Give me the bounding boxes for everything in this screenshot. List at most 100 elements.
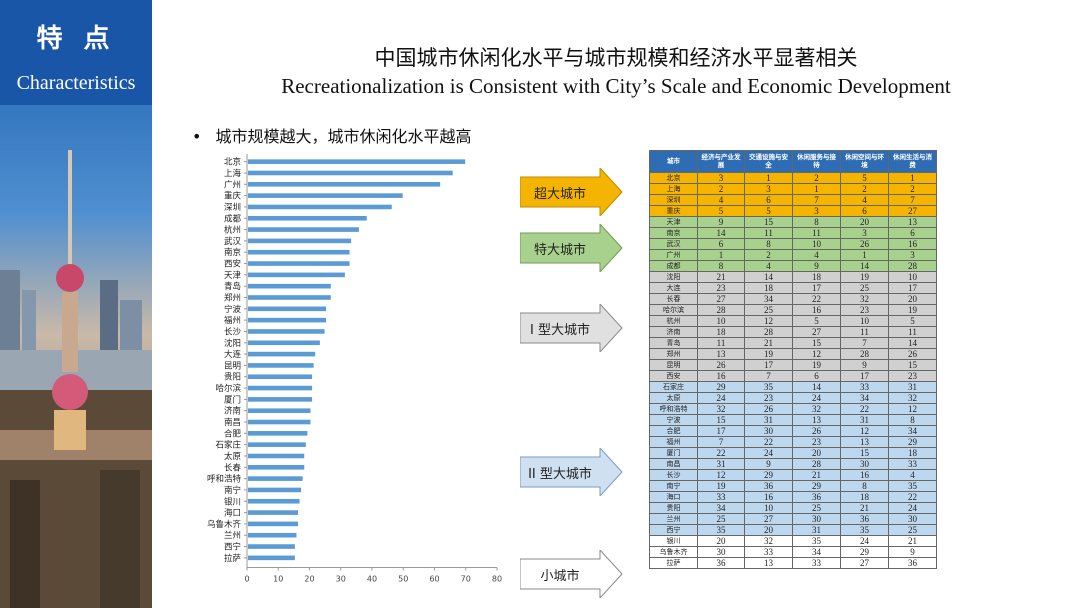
rank-cell: 11 <box>888 326 937 338</box>
rank-cell: 15 <box>888 359 937 371</box>
bar <box>248 238 352 244</box>
city-cell: 石家庄 <box>649 381 698 393</box>
bar <box>248 295 331 300</box>
rank-cell: 35 <box>840 524 889 536</box>
rank-cell: 26 <box>888 348 937 360</box>
bar <box>248 431 308 436</box>
rank-cell: 23 <box>840 304 889 316</box>
rank-cell: 21 <box>792 469 841 481</box>
rank-cell: 5 <box>792 315 841 327</box>
city-cell: 重庆 <box>649 205 698 217</box>
table-row: 乌鲁木齐 30 33 34 29 9 <box>649 546 937 558</box>
city-cell: 沈阳 <box>649 271 698 283</box>
x-tick-label: 40 <box>367 575 377 584</box>
table-row: 长沙 12 29 21 16 4 <box>649 469 937 481</box>
rank-cell: 26 <box>792 425 841 437</box>
rank-cell: 31 <box>744 414 793 426</box>
rank-cell: 4 <box>888 469 937 481</box>
y-tick-label: 西安 <box>224 259 241 270</box>
y-tick-label: 厦门 <box>224 394 241 405</box>
rank-cell: 10 <box>697 315 745 327</box>
y-tick-label: 呼和浩特 <box>207 474 242 485</box>
bar <box>248 329 325 334</box>
rank-cell: 17 <box>840 370 889 382</box>
rank-cell: 1 <box>697 249 745 261</box>
rank-cell: 28 <box>888 260 937 272</box>
city-cell: 厦门 <box>649 447 698 459</box>
y-tick-label: 昆明 <box>224 361 241 371</box>
table-row: 大连 23 18 17 25 17 <box>649 282 937 294</box>
rank-cell: 33 <box>840 381 889 393</box>
rank-cell: 33 <box>888 458 937 470</box>
rank-cell: 18 <box>888 447 937 459</box>
rank-cell: 10 <box>840 315 889 327</box>
rank-cell: 22 <box>697 447 745 459</box>
y-tick-label: 杭州 <box>224 225 241 236</box>
rank-cell: 6 <box>697 238 745 250</box>
rank-cell: 6 <box>840 205 889 217</box>
city-cell: 南昌 <box>649 458 698 470</box>
rank-cell: 25 <box>792 502 841 514</box>
y-tick-label: 长春 <box>224 462 242 473</box>
column-header: 休闲服务与接待 <box>792 150 841 173</box>
rank-cell: 32 <box>697 403 745 415</box>
x-tick-label: 70 <box>461 575 471 584</box>
y-tick-label: 青岛 <box>224 281 241 292</box>
rank-cell: 31 <box>888 381 937 393</box>
rank-cell: 26 <box>744 403 793 415</box>
table-row: 拉萨 36 13 33 27 36 <box>649 557 937 569</box>
y-tick-label: 北京 <box>224 157 241 168</box>
rank-cell: 21 <box>840 502 889 514</box>
rank-cell: 6 <box>792 370 841 382</box>
y-tick-label: 深圳 <box>224 202 241 213</box>
city-cell: 兰州 <box>649 513 698 525</box>
y-tick-label: 哈尔滨 <box>215 383 241 394</box>
bar <box>248 408 311 413</box>
rank-cell: 12 <box>840 425 889 437</box>
side-title-cn: 特 点 <box>36 24 116 54</box>
city-cell: 贵阳 <box>649 502 698 514</box>
city-cell: 深圳 <box>649 194 698 206</box>
column-header: 休闲生活与消费 <box>888 150 937 173</box>
y-tick-label: 大连 <box>224 349 242 360</box>
rank-cell: 19 <box>840 271 889 283</box>
city-cell: 青岛 <box>649 337 698 349</box>
rank-cell: 14 <box>744 271 793 283</box>
rank-cell: 23 <box>888 370 937 382</box>
table-row: 兰州 25 27 30 36 30 <box>649 513 937 525</box>
rank-cell: 26 <box>697 359 745 371</box>
rank-cell: 35 <box>697 524 745 536</box>
rank-cell: 27 <box>840 557 889 569</box>
rank-cell: 31 <box>792 524 841 536</box>
rank-cell: 30 <box>697 546 745 558</box>
rank-cell: 20 <box>697 535 745 547</box>
rank-cell: 19 <box>697 480 745 492</box>
bar <box>248 351 316 357</box>
rank-cell: 24 <box>792 392 841 404</box>
city-cell: 昆明 <box>649 359 698 371</box>
rank-cell: 2 <box>840 183 889 195</box>
rank-cell: 3 <box>744 183 793 195</box>
table-row: 呼和浩特 32 26 32 22 12 <box>649 403 937 415</box>
rank-cell: 1 <box>840 249 889 261</box>
rank-cell: 7 <box>792 194 841 206</box>
rank-cell: 15 <box>744 216 793 228</box>
y-tick-label: 长沙 <box>224 326 242 337</box>
rank-cell: 12 <box>744 315 793 327</box>
rank-cell: 18 <box>697 326 745 338</box>
rank-cell: 23 <box>744 392 793 404</box>
bar-chart: 北京上海广州重庆深圳成都杭州武汉南京西安天津青岛郑州宁波福州长沙沈阳大连昆明贵阳… <box>207 154 502 584</box>
rank-cell: 7 <box>888 194 937 206</box>
rank-cell: 3 <box>697 172 745 184</box>
rank-cell: 36 <box>840 513 889 525</box>
bar <box>248 419 311 425</box>
y-tick-label: 广州 <box>224 179 241 190</box>
rank-cell: 14 <box>697 227 745 239</box>
city-cell: 呼和浩特 <box>649 403 698 415</box>
rank-cell: 9 <box>744 458 793 470</box>
y-tick-label: 石家庄 <box>215 440 241 451</box>
rank-cell: 34 <box>888 425 937 437</box>
rank-cell: 13 <box>840 436 889 448</box>
city-cell: 海口 <box>649 491 698 503</box>
rank-cell: 11 <box>697 337 745 349</box>
